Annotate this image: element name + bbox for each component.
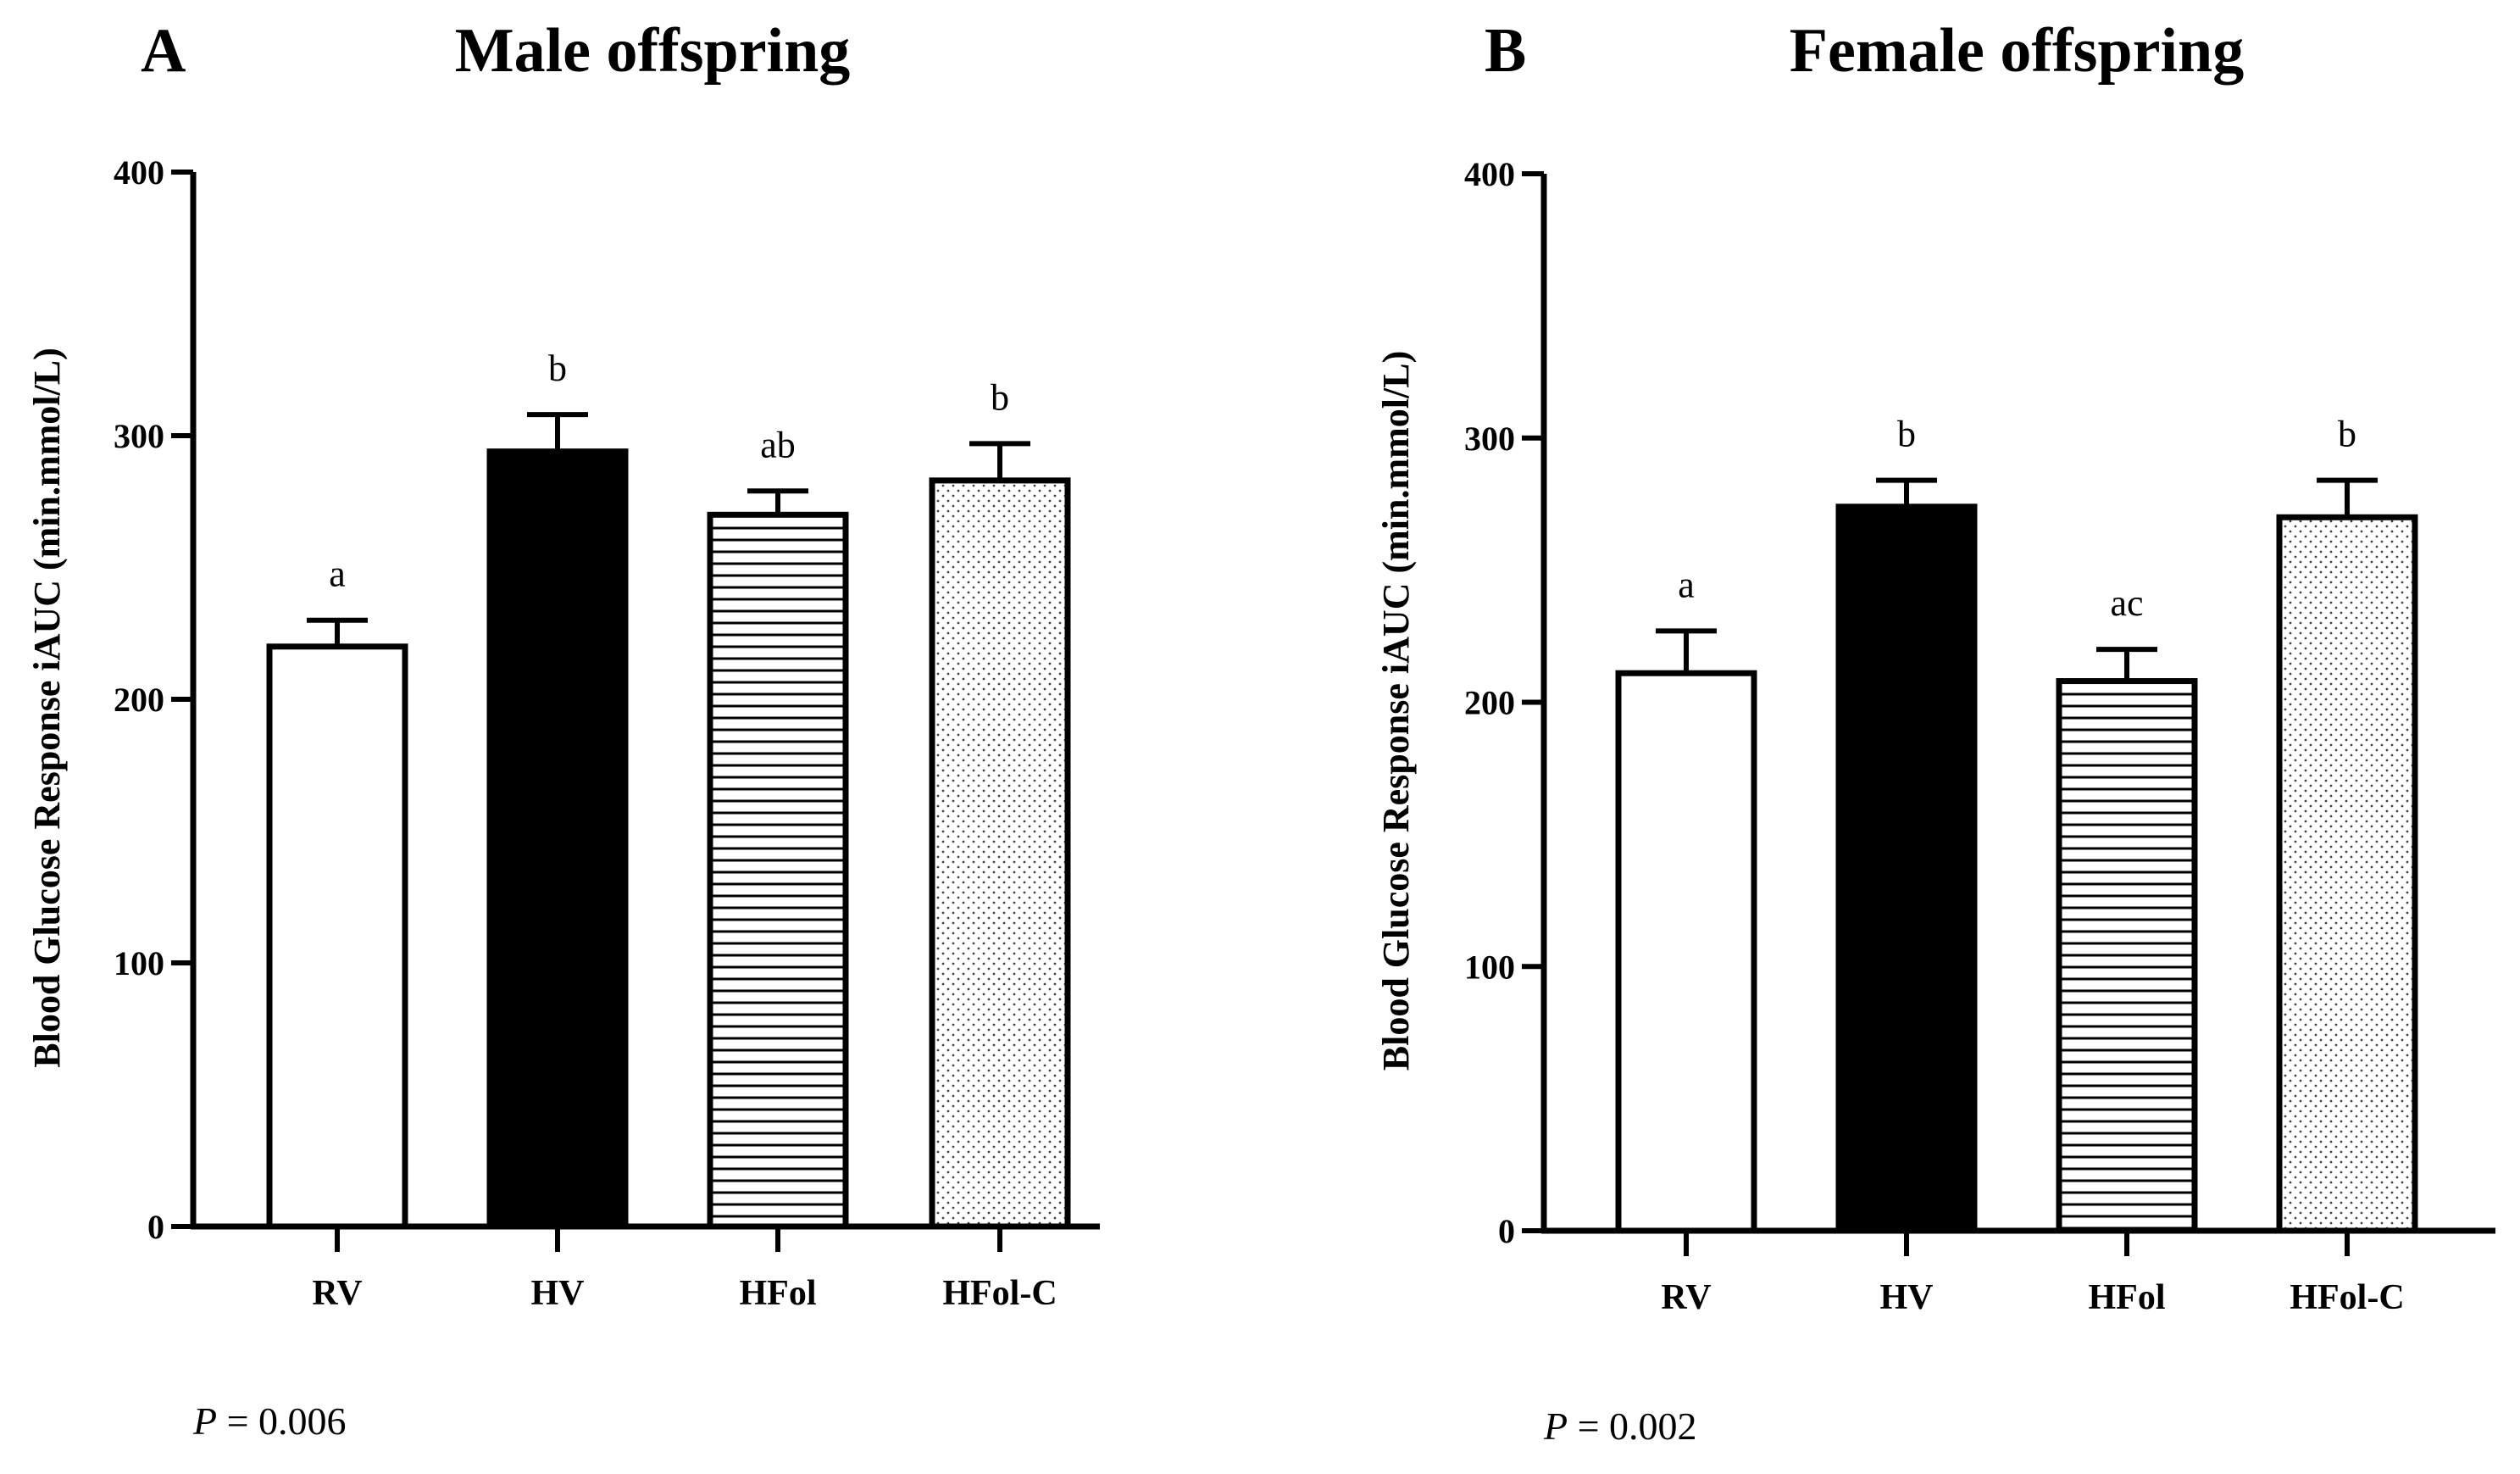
panel-a-x-tick-label-2: HFol — [740, 1274, 817, 1313]
panel-b-letter: B — [1485, 16, 1527, 86]
panel-a-x-tick-label-0: RV — [312, 1274, 362, 1313]
panel-b-bar-3 — [2276, 514, 2418, 1234]
panel-a-significance-label-0: a — [329, 553, 346, 595]
panel-a-x-tick-label-1: HV — [531, 1274, 585, 1313]
panel-a-y-tick-label-3: 300 — [114, 417, 164, 455]
panel-a-p-label: P — [193, 1399, 218, 1443]
panel-a-bar-3 — [929, 477, 1071, 1230]
panel-a-significance-label-2: ab — [760, 424, 796, 465]
panel-b-significance-label-1: b — [1897, 414, 1916, 455]
panel-a-y-axis-title: Blood Glucose Response iAUC (min.mmol/L) — [26, 348, 68, 1067]
panel-b-y-tick-label-3: 300 — [1464, 420, 1515, 458]
panel-b-bar-0 — [1615, 670, 1757, 1234]
panel-a-y-tick-label-0: 0 — [147, 1208, 164, 1246]
panel-b-chart: 0 100 200 300 400 Blood Glucose Response iAUC… — [1375, 155, 2495, 1317]
panel-a-letter: A — [141, 16, 186, 86]
panel-b-p-text: = 0.002 — [1568, 1404, 1697, 1448]
panel-a-y-tick-label-4: 400 — [114, 153, 164, 192]
panel-b-x-tick-label-1: HV — [1880, 1278, 1934, 1317]
panel-b-bar-2 — [2056, 678, 2198, 1234]
panel-a-bar-2 — [707, 511, 849, 1230]
panel-b-p-value: P = 0.002 — [1544, 1404, 1697, 1449]
panel-b-significance-label-2: ac — [2110, 582, 2143, 624]
panel-a-chart: 0 100 200 300 400 Blood Glucose Response iAUC… — [26, 153, 1100, 1313]
panel-a-title: Male offspring — [454, 16, 851, 86]
panel-b-significance-label-0: a — [1678, 564, 1695, 605]
panel-a-x-tick-label-3: HFol-C — [942, 1274, 1057, 1313]
panel-b-title: Female offspring — [1789, 16, 2245, 86]
panel-b-significance-label-3: b — [2338, 414, 2356, 455]
panel-a-bar-0 — [266, 643, 408, 1230]
panel-a-significance-label-3: b — [991, 376, 1009, 418]
panel-a-p-value: P = 0.006 — [193, 1399, 347, 1443]
panel-b-y-tick-label-2: 200 — [1464, 684, 1515, 722]
panel-b-bar-1 — [1835, 503, 1978, 1234]
panel-b-y-axis-title: Blood Glucose Response iAUC (min.mmol/L) — [1375, 351, 1417, 1071]
panel-b-y-tick-label-1: 100 — [1464, 948, 1515, 986]
panel-a-y-tick-label-2: 200 — [114, 681, 164, 719]
panel-b-p-label: P — [1544, 1404, 1568, 1448]
panel-b-x-tick-label-3: HFol-C — [2290, 1278, 2404, 1317]
panel-b-x-tick-label-2: HFol — [2089, 1278, 2166, 1317]
panel-a-y-tick-label-1: 100 — [114, 944, 164, 982]
panel-b-y-tick-label-4: 400 — [1464, 155, 1515, 193]
panel-a-bar-1 — [486, 448, 629, 1230]
panel-a-p-text: = 0.006 — [217, 1399, 347, 1443]
panel-b-x-tick-label-0: RV — [1661, 1278, 1711, 1317]
panel-a-significance-label-1: b — [548, 348, 567, 389]
panel-b-y-tick-label-0: 0 — [1498, 1212, 1515, 1250]
